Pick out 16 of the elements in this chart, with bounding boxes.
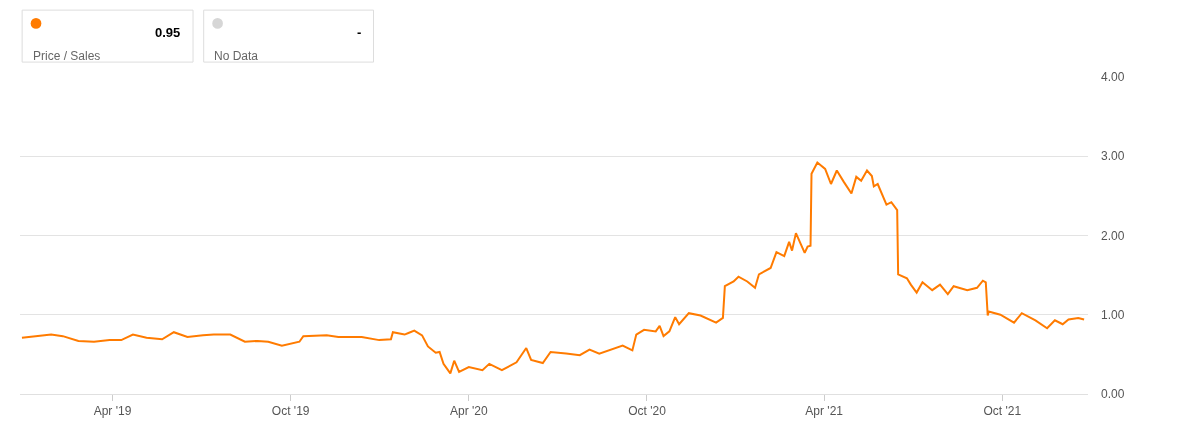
y-tick-label: 1.00 [1101,307,1125,322]
y-tick-label: 3.00 [1101,149,1125,164]
text: - [357,25,362,40]
line-series [20,161,1086,375]
x-tick-label: Oct '21 [983,404,1022,419]
y-tick-label: 2.00 [1101,228,1125,243]
x-tick-label: Apr '20 [449,404,488,419]
x-tick-label: Apr '19 [93,404,132,419]
x-tick-label: Apr '21 [805,404,844,419]
text: 0.95 [155,25,181,40]
x-tick-label: Oct '20 [628,404,667,419]
y-tick-label: 4.00 [1101,70,1125,85]
y-tick-label: 0.00 [1101,387,1125,402]
text: No Data [214,49,259,63]
text: Price / Sales [33,49,101,63]
x-tick-label: Oct '19 [271,404,310,419]
